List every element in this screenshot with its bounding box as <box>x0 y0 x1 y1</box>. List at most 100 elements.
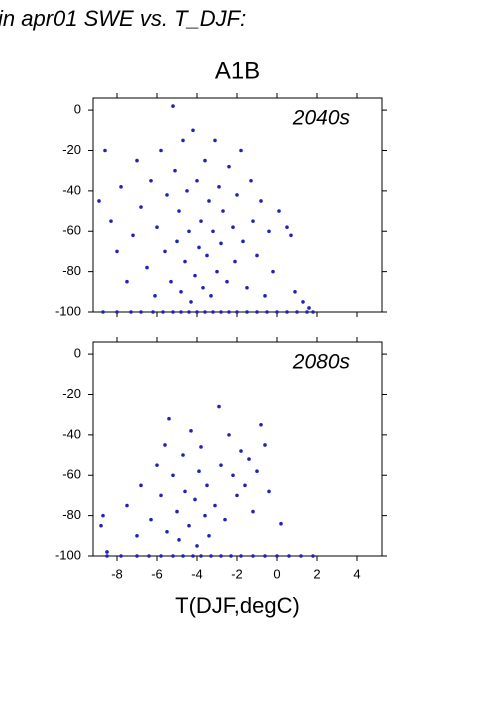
point <box>163 249 167 254</box>
x-tick-label: -8 <box>111 566 123 581</box>
x-tick-label: -4 <box>191 566 203 581</box>
point <box>139 483 143 488</box>
point <box>189 300 193 304</box>
point <box>275 554 279 558</box>
point <box>231 225 235 230</box>
point <box>191 128 195 133</box>
point <box>217 185 221 189</box>
point <box>207 534 211 538</box>
point <box>271 269 275 274</box>
point <box>119 554 123 558</box>
point <box>199 219 203 223</box>
point <box>255 253 259 258</box>
point <box>211 229 215 234</box>
point <box>155 225 159 230</box>
point <box>191 554 195 558</box>
y-tick-label: -20 <box>62 386 81 401</box>
point <box>235 193 239 197</box>
point <box>179 290 183 294</box>
point <box>219 310 223 314</box>
point <box>135 534 139 538</box>
point <box>171 104 175 108</box>
point <box>295 310 299 314</box>
point <box>109 219 113 223</box>
point <box>241 239 245 244</box>
point <box>251 554 255 558</box>
point <box>203 310 207 314</box>
point <box>247 457 251 461</box>
point <box>249 178 253 183</box>
point <box>161 310 165 314</box>
y-tick-label: -60 <box>62 223 81 238</box>
point <box>243 483 247 488</box>
point <box>239 554 243 558</box>
point <box>285 310 289 314</box>
point <box>165 529 169 534</box>
point <box>177 538 181 542</box>
x-tick-label: 2 <box>313 566 320 581</box>
point <box>263 294 267 298</box>
point <box>195 178 199 183</box>
point <box>255 310 259 314</box>
y-tick-label: -40 <box>62 426 81 441</box>
panel-annotation: 2080s <box>292 351 351 374</box>
point <box>179 310 183 314</box>
point <box>199 554 203 558</box>
y-tick-label: 0 <box>74 102 81 117</box>
point <box>203 158 207 163</box>
point <box>177 209 181 213</box>
point <box>197 245 201 250</box>
point <box>153 294 157 298</box>
point <box>183 489 187 494</box>
point <box>105 550 109 554</box>
point <box>219 241 223 246</box>
point <box>227 310 231 314</box>
point <box>135 158 139 163</box>
point <box>299 554 303 558</box>
point <box>259 199 263 203</box>
point <box>185 189 189 193</box>
point <box>101 513 105 518</box>
point <box>119 185 123 189</box>
point <box>163 443 167 447</box>
point <box>175 509 179 514</box>
point <box>205 483 209 488</box>
point <box>197 469 201 474</box>
point <box>171 310 175 314</box>
point <box>139 310 143 314</box>
point <box>287 554 291 558</box>
point <box>195 544 199 548</box>
plot-frame <box>92 341 383 557</box>
point <box>207 199 211 203</box>
panel-title: A1B <box>215 57 260 84</box>
panel-annotation: 2040s <box>292 107 351 130</box>
point <box>311 310 315 314</box>
y-tick-label: -40 <box>62 182 81 197</box>
point <box>159 554 163 558</box>
point <box>267 229 271 234</box>
point <box>181 453 185 457</box>
point <box>275 310 279 314</box>
point <box>219 463 223 467</box>
point <box>285 225 289 230</box>
point <box>99 523 103 528</box>
point <box>193 273 197 278</box>
point <box>289 233 293 238</box>
point <box>139 205 143 209</box>
point <box>149 178 153 183</box>
point <box>167 416 171 421</box>
point <box>209 554 213 558</box>
x-tick-label: -6 <box>151 566 163 581</box>
point <box>301 300 305 304</box>
page-heading: in apr01 SWE vs. T_DJF: <box>0 6 246 31</box>
point <box>217 404 221 409</box>
point <box>305 310 309 314</box>
point <box>115 249 119 254</box>
point <box>201 285 205 290</box>
point <box>187 310 191 314</box>
point <box>235 310 239 314</box>
point <box>195 310 199 314</box>
point <box>193 497 197 502</box>
point <box>105 554 109 558</box>
